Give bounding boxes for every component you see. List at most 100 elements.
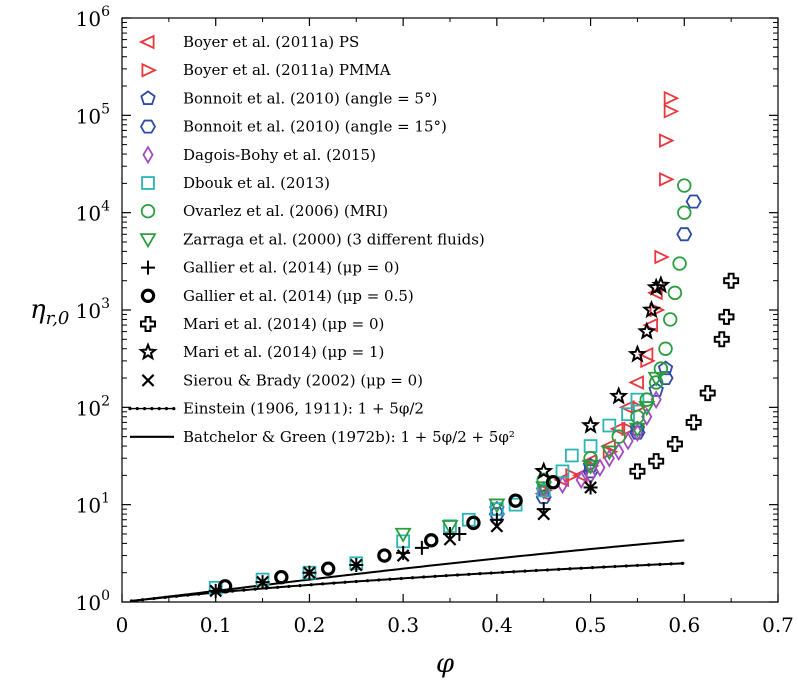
data-point	[583, 439, 598, 453]
data-point	[140, 288, 156, 303]
data-point	[653, 361, 669, 376]
legend-label: Bonnoit et al. (2010) (angle = 5°)	[183, 89, 437, 107]
legend-dot	[150, 407, 154, 411]
data-point	[621, 407, 635, 422]
data-point	[396, 549, 410, 562]
einstein-curve-dot	[680, 561, 685, 565]
legend-label: Dbouk et al. (2013)	[183, 174, 330, 192]
x-tick-label: 0.2	[294, 613, 326, 637]
data-point	[141, 374, 155, 387]
data-point	[642, 317, 658, 333]
data-point	[659, 133, 675, 148]
x-tick-label: 0.5	[575, 613, 607, 637]
data-point	[637, 321, 657, 340]
data-point	[647, 371, 665, 387]
legend-label: Mari et al. (2014) (μp = 1)	[183, 343, 384, 361]
einstein-curve-dot	[545, 568, 550, 572]
data-point	[139, 233, 157, 249]
data-point	[667, 285, 683, 301]
einstein-curve-dot	[422, 575, 426, 579]
data-point	[621, 421, 638, 437]
einstein-curve-dot	[354, 579, 358, 584]
einstein-curve-dot	[433, 574, 437, 578]
x-tick-label: 0.6	[668, 613, 700, 637]
data-point	[396, 545, 411, 560]
data-point	[659, 171, 675, 187]
series-10	[629, 272, 740, 480]
data-point	[648, 382, 664, 397]
data-point	[647, 285, 663, 301]
y-tick-label: 105	[76, 101, 110, 128]
y-tick-label: 101	[76, 491, 110, 518]
einstein-curve-dot	[230, 589, 235, 593]
einstein-curve-dot	[500, 570, 505, 574]
einstein-curve-dot	[512, 570, 516, 574]
data-point	[639, 392, 655, 407]
data-point	[424, 533, 439, 548]
legend-dot	[143, 407, 147, 411]
data-point	[651, 275, 671, 294]
einstein-curve-dot	[388, 577, 392, 581]
data-point	[274, 569, 289, 585]
data-point	[657, 360, 674, 376]
einstein-curve-dot	[253, 587, 257, 591]
data-point	[663, 103, 680, 119]
data-point	[140, 203, 156, 219]
series-12	[209, 481, 597, 598]
data-point	[489, 512, 504, 527]
legend-label: Ovarlez et al. (2006) (MRI)	[183, 202, 388, 220]
y-tick-label: 103	[76, 296, 110, 323]
x-tick-label: 0.1	[200, 613, 232, 637]
data-point	[582, 459, 600, 475]
legend-dot	[135, 407, 139, 411]
data-point	[140, 90, 156, 105]
legend: Boyer et al. (2011a) PS Boyer et al. (201…	[128, 33, 515, 446]
data-point	[545, 475, 561, 490]
einstein-curve-dot	[365, 579, 370, 583]
data-point	[641, 299, 662, 319]
einstein-curve-dot	[669, 562, 673, 566]
data-point	[534, 461, 554, 480]
einstein-curve-dot	[399, 576, 403, 581]
data-point	[443, 532, 457, 546]
data-point	[603, 448, 615, 468]
series-6	[536, 178, 692, 488]
x-tick-label: 0	[116, 613, 129, 637]
plot-area	[129, 90, 740, 603]
einstein-curve-dot	[377, 578, 381, 582]
data-point	[256, 575, 269, 589]
data-point	[565, 467, 581, 483]
data-point	[609, 421, 626, 437]
data-point	[627, 344, 648, 363]
data-point	[564, 448, 579, 463]
data-point	[628, 375, 644, 390]
series-7	[394, 371, 665, 543]
einstein-curve-dot	[489, 571, 493, 575]
einstein-curve-dot	[568, 567, 572, 571]
y-tick-label: 106	[76, 4, 110, 31]
y-tick-label: 104	[76, 199, 110, 226]
data-point	[677, 205, 692, 220]
data-point	[663, 312, 678, 327]
data-point	[138, 342, 158, 361]
data-point	[685, 414, 702, 431]
data-point	[414, 540, 429, 555]
data-point	[657, 371, 674, 385]
data-point	[466, 515, 481, 531]
data-point	[654, 249, 670, 265]
einstein-curve-dot	[658, 562, 662, 566]
data-point	[537, 507, 551, 521]
einstein-curve-dot	[635, 563, 640, 568]
data-point	[536, 483, 551, 498]
series-1	[537, 90, 680, 498]
data-point	[141, 260, 155, 275]
einstein-curve-dot	[343, 580, 347, 584]
einstein-curve-dot	[410, 576, 415, 580]
y-tick-label: 102	[76, 393, 110, 420]
data-point	[611, 429, 626, 444]
data-point	[594, 458, 606, 478]
data-point	[140, 316, 156, 332]
axes: 0 0.1 0.2 0.3 0.4 0.5 0.6 0.7 100 101 102 103 104 105…	[76, 4, 794, 637]
einstein-curve-dot	[590, 566, 595, 570]
